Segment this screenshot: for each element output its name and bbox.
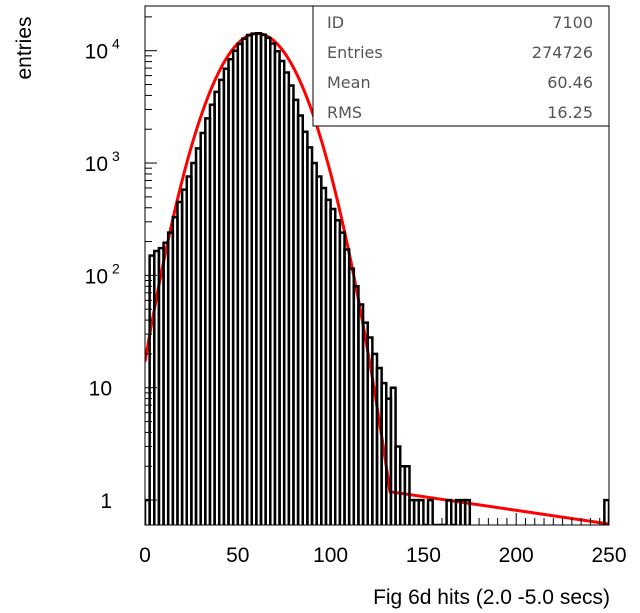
stats-box: ID 7100 Entries 274726 Mean 60.46 RMS 16.25 <box>312 5 610 127</box>
x-tick-label: 200 <box>499 544 534 567</box>
y-tick-exponent: 4 <box>112 36 120 52</box>
histogram-bar <box>603 498 609 525</box>
y-axis-title: entries <box>13 16 36 79</box>
x-tick-label: 50 <box>226 544 249 567</box>
histogram-bar <box>417 498 425 525</box>
y-tick-label: 10 <box>85 41 108 64</box>
y-tick-label: 10 <box>85 153 108 176</box>
x-tick-label: 0 <box>139 544 151 567</box>
y-tick-label: 1 <box>100 490 112 513</box>
stats-value: 274726 <box>532 43 593 62</box>
stats-label: ID <box>327 13 344 32</box>
y-tick-exponent: 3 <box>112 148 120 164</box>
x-axis-title: Fig 6d hits (2.0 -5.0 secs) <box>373 586 610 609</box>
stats-box-frame <box>312 5 610 127</box>
y-tick-label: 10 <box>89 378 112 401</box>
x-tick-label: 150 <box>406 544 441 567</box>
stats-label: RMS <box>327 103 362 122</box>
histogram-bar <box>463 498 472 525</box>
stats-label: Entries <box>327 43 383 62</box>
stats-value: 16.25 <box>547 103 593 122</box>
histogram-bar <box>426 498 434 525</box>
x-tick-label: 250 <box>591 544 626 567</box>
histogram-bar <box>403 465 411 525</box>
stats-value: 60.46 <box>547 73 593 92</box>
x-tick-label: 100 <box>313 544 348 567</box>
y-tick-exponent: 2 <box>112 260 120 276</box>
y-tick-label: 10 <box>85 265 108 288</box>
histogram-layer <box>145 32 609 525</box>
stats-value: 7100 <box>552 13 593 32</box>
stats-label: Mean <box>327 73 371 92</box>
histogram-bar <box>445 498 453 525</box>
